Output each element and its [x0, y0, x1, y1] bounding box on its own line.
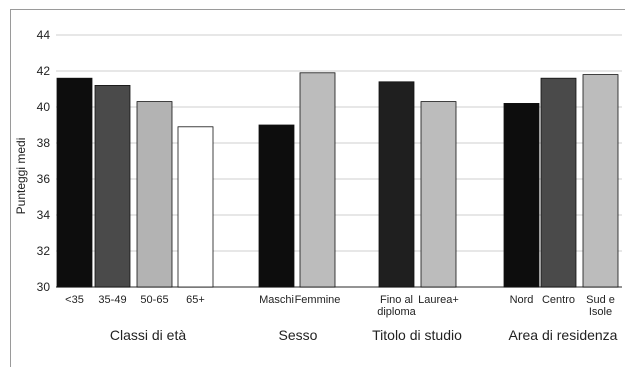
bar [136, 101, 173, 288]
x-category-label: Sud e [586, 294, 615, 306]
y-tick-label: 44 [37, 28, 51, 42]
y-axis-label: Punteggi medi [14, 138, 28, 215]
y-tick-label: 40 [37, 100, 51, 114]
x-group-label: Sesso [279, 327, 318, 343]
x-axis-category-labels: <35 35-49 50-65 65+ Maschi Femmine Fino aldipl… [65, 294, 615, 318]
y-tick-label: 38 [37, 136, 51, 150]
bar [503, 103, 540, 288]
x-category-label: Nord [510, 294, 534, 306]
x-category-label: Maschi [259, 294, 294, 306]
x-group-label: Classi di età [110, 327, 186, 343]
x-category-label: Fino al [380, 294, 413, 306]
x-category-label: Femmine [295, 294, 341, 306]
bar [420, 101, 457, 288]
x-axis-group-labels: Classi di età Sesso Titolo di studio Area d… [110, 327, 618, 343]
x-category-label: Laurea+ [418, 294, 459, 306]
bars [56, 72, 619, 288]
x-category-label: Centro [542, 294, 575, 306]
x-group-label: Area di residenza [509, 327, 618, 343]
y-tick-label: 36 [37, 172, 51, 186]
x-category-label: diploma [377, 306, 416, 318]
x-category-label: <35 [65, 294, 84, 306]
bar [94, 85, 131, 288]
bar [378, 81, 415, 288]
y-tick-label: 30 [37, 280, 51, 294]
x-category-label: Isole [589, 306, 612, 318]
x-category-label: 50-65 [140, 294, 168, 306]
bar [540, 77, 577, 288]
y-axis-ticks: 30 32 34 36 38 40 42 44 [37, 28, 51, 294]
x-group-label: Titolo di studio [372, 327, 462, 343]
y-tick-label: 32 [37, 244, 51, 258]
y-tick-label: 42 [37, 64, 51, 78]
chart-frame [10, 9, 625, 367]
y-tick-label: 34 [37, 208, 51, 222]
bar [258, 124, 295, 288]
x-category-label: 35-49 [98, 294, 126, 306]
bar [299, 72, 336, 288]
bar [56, 77, 93, 288]
bar [177, 126, 214, 288]
bar [582, 74, 619, 288]
x-category-label: 65+ [186, 294, 205, 306]
